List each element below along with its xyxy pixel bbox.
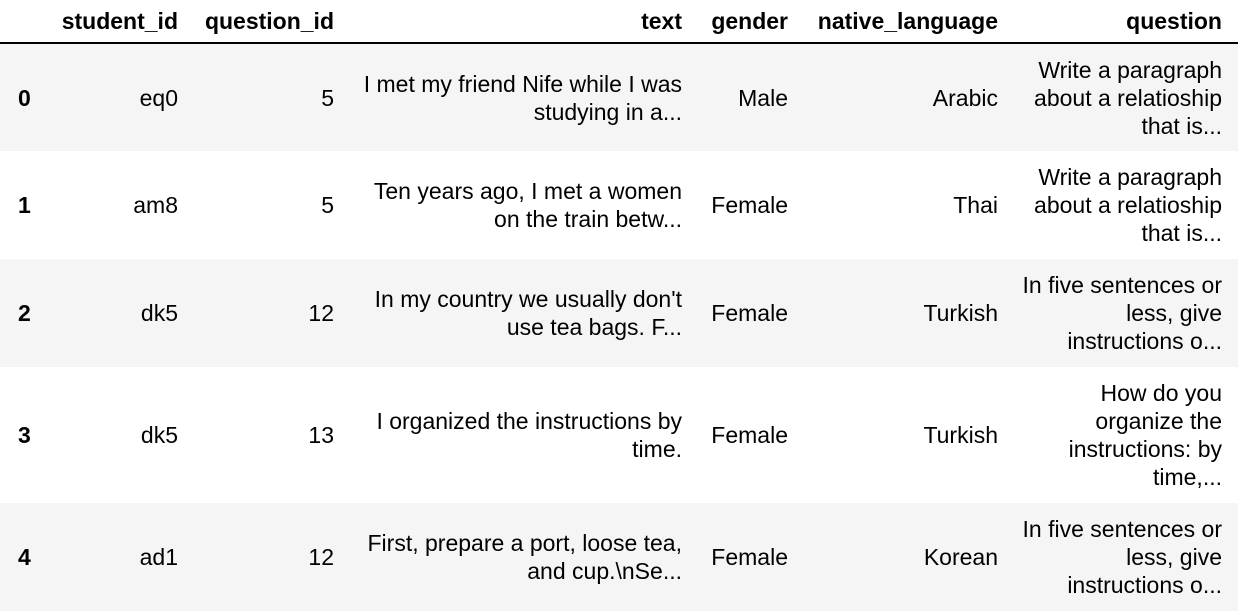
cell-native-language: Arabic <box>932 84 998 111</box>
cell-question-id: 12 <box>308 300 334 326</box>
cell-gender: Female <box>711 192 788 218</box>
cell-native-language: Thai <box>953 192 998 218</box>
cell-question: In five sentences or less, give instruct… <box>1022 272 1222 354</box>
index-header <box>0 0 44 44</box>
column-header-native-language: native_language <box>804 0 1014 44</box>
cell-question-id: 13 <box>308 422 334 448</box>
cell-text: In my country we usually don't use tea b… <box>374 286 682 340</box>
cell-question-id: 12 <box>308 544 334 570</box>
cell-question: Write a paragraph about a relatioship th… <box>1034 164 1222 246</box>
row-index: 4 <box>18 544 31 570</box>
cell-student-id: am8 <box>133 192 178 218</box>
cell-gender: Female <box>711 300 788 326</box>
row-index: 3 <box>18 422 31 448</box>
cell-question-id: 5 <box>321 192 334 218</box>
table-body: 0 eq0 5 I met my friend Nife while I was… <box>0 43 1238 611</box>
column-header-text: text <box>350 0 698 44</box>
row-index: 2 <box>18 300 31 326</box>
cell-text: Ten years ago, I met a women on the trai… <box>373 178 682 232</box>
cell-student-id: dk5 <box>140 422 178 448</box>
cell-question: Write a paragraph about a relatioship th… <box>1034 56 1222 139</box>
cell-student-id: ad1 <box>139 544 178 570</box>
table-row: 2 dk5 12 In my country we usually don't … <box>0 259 1238 367</box>
cell-gender: Female <box>711 422 788 448</box>
cell-gender: Female <box>711 544 788 570</box>
cell-text: I organized the instructions by time. <box>376 408 682 462</box>
table-row: 3 dk5 13 I organized the instructions by… <box>0 367 1238 503</box>
table-row: 1 am8 5 Ten years ago, I met a women on … <box>0 151 1238 259</box>
cell-question-id: 5 <box>321 84 334 111</box>
cell-text: First, prepare a port, loose tea, and cu… <box>367 530 683 584</box>
table-header: student_id question_id text gender nativ… <box>0 0 1238 44</box>
cell-native-language: Turkish <box>923 300 998 326</box>
row-index: 1 <box>18 192 31 218</box>
cell-gender: Male <box>738 84 788 111</box>
cell-student-id: eq0 <box>139 84 178 111</box>
cell-text: I met my friend Nife while I was studyin… <box>363 70 682 125</box>
column-header-student-id: student_id <box>44 0 194 44</box>
column-header-gender: gender <box>698 0 804 44</box>
table-row: 4 ad1 12 First, prepare a port, loose te… <box>0 503 1238 611</box>
cell-native-language: Turkish <box>923 422 998 448</box>
header-row: student_id question_id text gender nativ… <box>0 0 1238 44</box>
column-header-question: question <box>1014 0 1238 44</box>
cell-native-language: Korean <box>923 544 998 570</box>
cell-question: In five sentences or less, give instruct… <box>1022 516 1222 598</box>
table-row: 0 eq0 5 I met my friend Nife while I was… <box>0 43 1238 151</box>
cell-student-id: dk5 <box>140 300 178 326</box>
row-index: 0 <box>18 84 31 111</box>
column-header-question-id: question_id <box>194 0 350 44</box>
cell-question: How do you organize the instructions: by… <box>1068 380 1222 490</box>
